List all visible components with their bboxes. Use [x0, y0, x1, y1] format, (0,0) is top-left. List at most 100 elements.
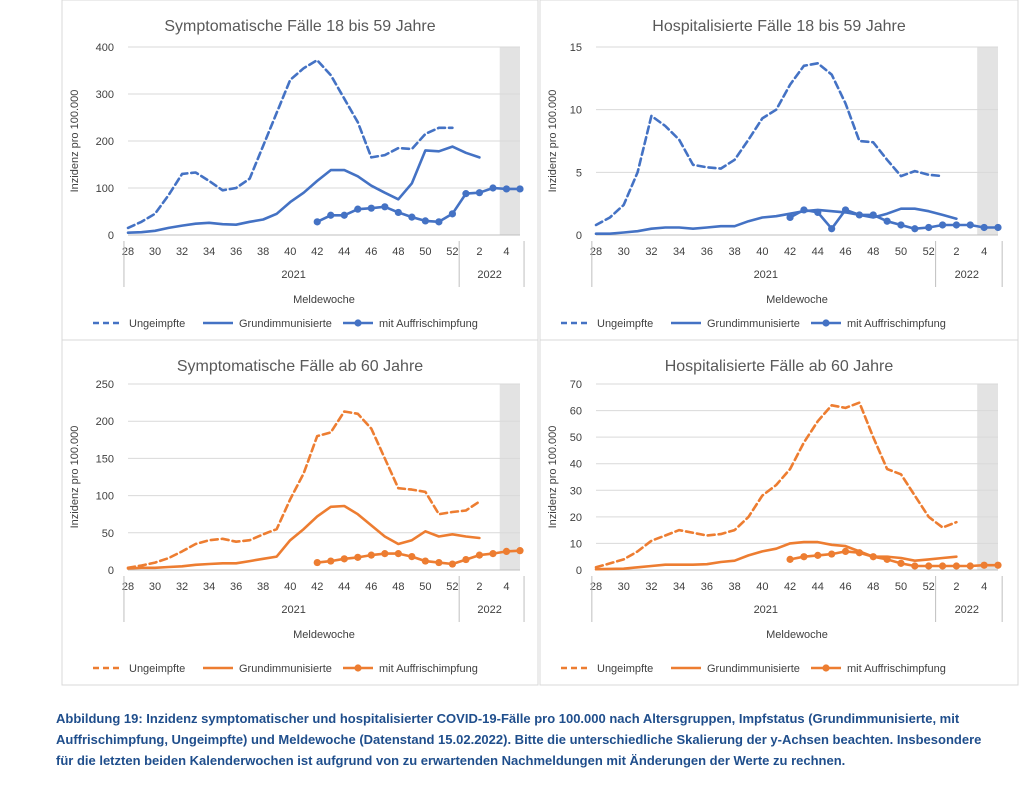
x-tick-label: 44: [338, 581, 350, 593]
legend-label-2: mit Auffrischimpfung: [379, 663, 478, 675]
y-tick-label: 300: [96, 89, 114, 101]
y-tick-label: 0: [576, 230, 582, 242]
y-tick-label: 15: [570, 42, 582, 54]
data-point: [828, 225, 836, 233]
data-point: [354, 205, 362, 213]
panel-frame: [539, 0, 1019, 341]
x-tick-label: 32: [645, 581, 657, 593]
data-point: [313, 558, 321, 567]
figure-caption: Abbildung 19: Inzidenz symptomatischer u…: [56, 711, 982, 768]
x-tick-label: 32: [645, 246, 657, 258]
year-label-2022: 2022: [477, 604, 501, 616]
data-point: [435, 218, 443, 226]
y-axis-title: Inzidenz pro 100.000: [69, 90, 81, 193]
x-tick-label: 48: [867, 581, 879, 593]
y-tick-label: 40: [570, 459, 582, 471]
data-point: [516, 547, 524, 555]
data-point: [327, 557, 335, 565]
legend-label-2: mit Auffrischimpfung: [379, 318, 478, 330]
series-line-0: [126, 58, 454, 230]
y-tick-label: 30: [570, 485, 582, 497]
legend-marker: [822, 664, 830, 672]
data-point: [966, 221, 974, 229]
shaded-region: [977, 47, 998, 235]
x-tick-label: 42: [784, 581, 796, 593]
chart-title: Symptomatische Fälle ab 60 Jahre: [177, 358, 423, 375]
y-axis-title: Inzidenz pro 100.000: [69, 426, 81, 529]
y-tick-label: 50: [570, 432, 582, 444]
x-tick-label: 46: [365, 581, 377, 593]
x-tick-label: 44: [812, 246, 824, 258]
y-tick-label: 100: [96, 491, 114, 503]
data-point: [883, 217, 891, 225]
series-line-0: [594, 401, 958, 569]
x-tick-label: 52: [923, 581, 935, 593]
panel-frame: [539, 339, 1019, 686]
x-tick-label: 50: [895, 246, 907, 258]
data-point: [502, 185, 511, 193]
x-tick-label: 28: [122, 581, 134, 593]
y-tick-label: 60: [570, 406, 582, 418]
y-tick-label: 20: [570, 512, 582, 524]
x-tick-label: 38: [257, 581, 269, 593]
x-tick-label: 42: [311, 581, 323, 593]
x-tick-label: 42: [311, 246, 323, 258]
x-tick-label: 2: [476, 246, 482, 258]
x-tick-label: 32: [176, 581, 188, 593]
chart-title: Symptomatische Fälle 18 bis 59 Jahre: [164, 18, 435, 35]
data-point: [938, 221, 947, 229]
data-point: [814, 551, 822, 559]
data-point: [462, 190, 470, 198]
y-tick-label: 150: [96, 453, 114, 465]
x-tick-label: 42: [784, 246, 796, 258]
year-label-2021: 2021: [754, 604, 778, 616]
data-point: [502, 547, 511, 556]
shaded-region: [499, 384, 520, 570]
x-tick-label: 38: [728, 246, 740, 258]
x-tick-label: 38: [257, 246, 269, 258]
x-tick-label: 2: [953, 581, 959, 593]
x-tick-label: 52: [446, 246, 458, 258]
legend-label-1: Grundimmunisierte: [707, 663, 800, 675]
data-point: [354, 553, 362, 561]
data-point: [786, 555, 794, 563]
data-point: [448, 560, 457, 568]
year-label-2021: 2021: [281, 604, 305, 616]
legend-label-0: Ungeimpfte: [597, 663, 653, 675]
data-point: [897, 559, 905, 567]
data-point: [313, 218, 321, 226]
data-point: [367, 551, 375, 559]
data-point: [883, 555, 891, 563]
x-tick-label: 34: [673, 246, 685, 258]
legend-label-1: Grundimmunisierte: [707, 318, 800, 330]
series-line-1: [594, 540, 958, 571]
data-point: [421, 217, 429, 225]
y-tick-label: 0: [108, 565, 114, 577]
data-point: [800, 206, 808, 214]
series-line-0: [594, 62, 944, 227]
data-point: [994, 223, 1002, 232]
year-label-2022: 2022: [955, 604, 979, 616]
legend-label-1: Grundimmunisierte: [239, 663, 332, 675]
data-point: [980, 223, 988, 232]
data-point: [435, 558, 443, 567]
x-tick-label: 40: [756, 246, 768, 258]
legend-label-0: Ungeimpfte: [597, 318, 653, 330]
y-tick-label: 5: [576, 167, 582, 179]
data-point: [800, 553, 808, 561]
x-tick-label: 4: [503, 246, 509, 258]
data-point: [994, 561, 1002, 569]
x-tick-label: 46: [839, 246, 851, 258]
x-tick-label: 46: [365, 246, 377, 258]
x-tick-label: 36: [230, 246, 242, 258]
x-tick-label: 30: [618, 581, 630, 593]
data-point: [925, 223, 933, 232]
data-point: [394, 550, 402, 558]
x-tick-label: 28: [122, 246, 134, 258]
x-tick-label: 36: [230, 581, 242, 593]
legend-marker: [822, 319, 830, 327]
chart-title: Hospitalisierte Fälle 18 bis 59 Jahre: [652, 18, 906, 35]
